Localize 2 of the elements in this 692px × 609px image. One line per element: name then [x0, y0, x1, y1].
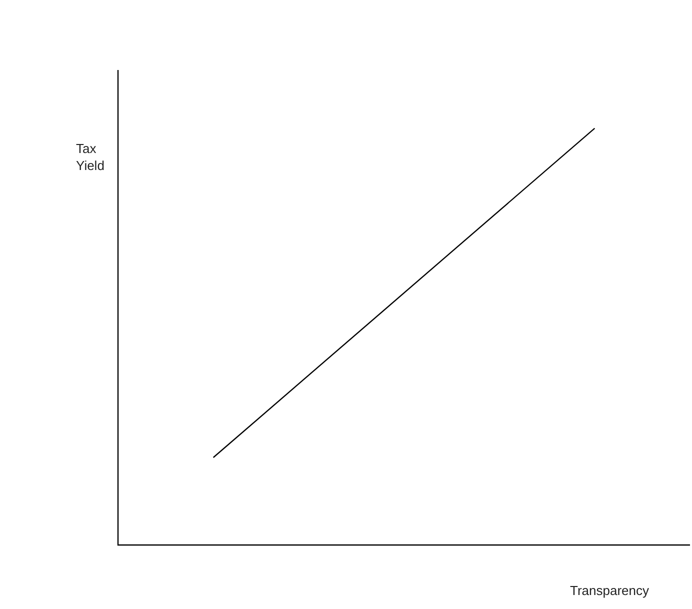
y-axis-title: Tax Yield [76, 140, 104, 174]
x-axis-title: Transparency [570, 582, 649, 599]
